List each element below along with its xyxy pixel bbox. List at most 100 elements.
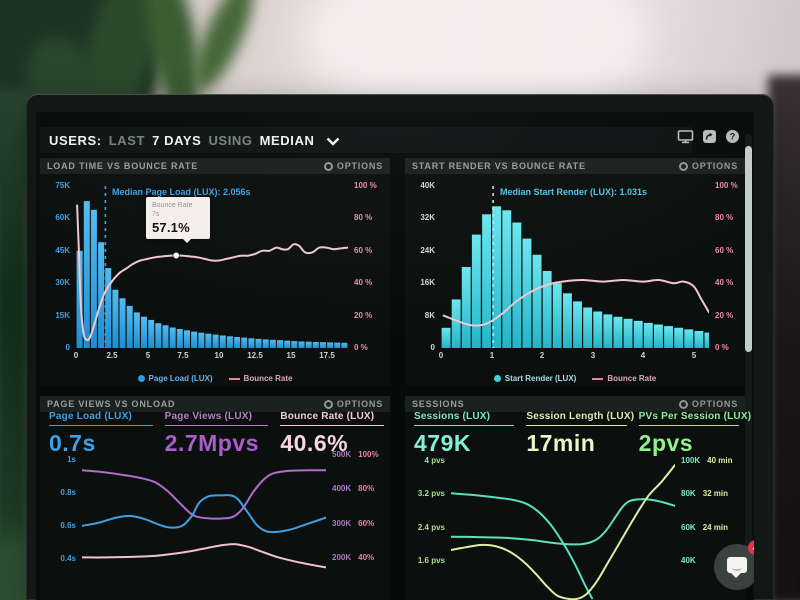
- chart-legend: Start Render (LUX) Bounce Rate: [405, 374, 745, 383]
- metric-label: Session Length (LUX): [526, 411, 634, 426]
- metrics-row: Page Load (LUX) 0.7s Page Views (LUX) 2.…: [49, 411, 385, 456]
- y-axis-tick: 0 %: [715, 343, 729, 352]
- legend-marker-icon: [228, 377, 240, 380]
- sessions-chart[interactable]: 1.6 pvs 2.4 pvs 3.2 pvs 4 pvs 40K 60K 24 min 80…: [405, 452, 745, 600]
- y-axis-tick: 0: [65, 343, 70, 352]
- x-axis-tick: 4: [640, 351, 646, 360]
- users-filter-dropdown[interactable]: USERS: LAST 7 DAYS USING MEDIAN: [40, 127, 692, 153]
- monitor-icon[interactable]: [677, 129, 694, 144]
- metric-sessions: Sessions (LUX) 479K: [414, 411, 515, 456]
- laptop-frame: USERS: LAST 7 DAYS USING MEDIAN: [26, 94, 774, 600]
- y-axis-tick: 0.8s: [60, 488, 76, 497]
- toolbar-icons: ?: [677, 129, 740, 144]
- gear-icon: [678, 399, 688, 409]
- metric-label: Page Views (LUX): [164, 411, 269, 426]
- scrollbar-track: [745, 134, 752, 586]
- chart-plot: [441, 186, 709, 348]
- y-axis-tick: 80K 32 min: [681, 489, 729, 498]
- y-axis-tick: 20 %: [715, 311, 734, 320]
- gear-icon: [323, 161, 333, 171]
- x-axis-tick: 0: [438, 351, 444, 360]
- panel-header: SESSIONS OPTIONS: [405, 396, 745, 412]
- y-axis-tick: 60K: [55, 213, 70, 222]
- svg-text:?: ?: [730, 132, 736, 142]
- options-label: OPTIONS: [691, 399, 738, 409]
- metric-value: 2pvs: [638, 430, 694, 456]
- y-axis-tick: 60 %: [715, 246, 734, 255]
- chart-legend: Page Load (LUX) Bounce Rate: [40, 374, 390, 383]
- y-axis-tick: 60 %: [354, 246, 373, 255]
- y-axis-tick: 40K: [681, 556, 696, 565]
- options-button[interactable]: OPTIONS: [678, 161, 738, 171]
- chat-button[interactable]: 4: [714, 540, 754, 590]
- y-axis-tick: 4 pvs: [424, 456, 445, 465]
- x-axis-tick: 1: [489, 351, 495, 360]
- panel-title: SESSIONS: [412, 399, 465, 409]
- legend-marker-icon: [493, 375, 501, 382]
- metric-page-load: Page Load (LUX) 0.7s: [49, 411, 153, 456]
- y-axis-tick: 80 %: [354, 213, 373, 222]
- panel-title: PAGE VIEWS VS ONLOAD: [47, 399, 176, 409]
- y-axis-tick: 8K: [424, 311, 435, 320]
- median-annotation: Median Page Load (LUX): 2.056s: [112, 187, 251, 197]
- y-axis-tick: 1s: [67, 455, 76, 464]
- y-axis-tick: 300K 60%: [332, 519, 375, 528]
- y-axis-tick: 0: [430, 343, 435, 352]
- y-axis-tick: 45K: [55, 246, 70, 255]
- last-label: LAST: [108, 132, 146, 148]
- y-axis-tick: 40 %: [715, 278, 734, 287]
- y-axis-tick: 3.2 pvs: [417, 489, 445, 498]
- using-label: USING: [208, 132, 253, 148]
- help-icon[interactable]: ?: [725, 129, 740, 144]
- legend-item: Page Load (LUX): [137, 374, 213, 383]
- y-axis-tick: 0 %: [354, 343, 368, 352]
- page-views-chart[interactable]: 0.4s 0.6s 0.8s 1s 200K 40% 300K 60% 400K 80% 500K 1…: [40, 451, 390, 600]
- scrollbar-thumb[interactable]: [745, 146, 752, 352]
- y-axis-tick: 100K 40 min: [681, 456, 733, 465]
- options-label: OPTIONS: [691, 161, 738, 171]
- gear-icon: [323, 399, 333, 409]
- x-axis-tick: 2.5: [106, 351, 118, 360]
- options-button[interactable]: OPTIONS: [323, 161, 383, 171]
- chart-plot: [82, 469, 326, 569]
- metric-session-length: Session Length (LUX) 17min: [526, 411, 634, 456]
- options-button[interactable]: OPTIONS: [323, 399, 383, 409]
- dashboard-screen: USERS: LAST 7 DAYS USING MEDIAN: [36, 112, 754, 600]
- metric-bounce-rate: Bounce Rate (LUX) 40.6%: [280, 411, 385, 456]
- y-axis-tick: 75K: [55, 181, 70, 190]
- legend-item: Bounce Rate: [592, 374, 656, 383]
- start-render-chart[interactable]: 0 8K 16K 24K 32K 40K 0 % 20 % 40 % 60 % 80 % 100 % 0…: [405, 176, 745, 386]
- metric-value: 40.6%: [280, 430, 349, 456]
- panel-page-views-vs-onload: PAGE VIEWS VS ONLOAD OPTIONS Page Load (…: [40, 396, 390, 600]
- y-axis-tick: 2.4 pvs: [417, 523, 445, 532]
- x-axis-tick: 7.5: [177, 351, 189, 360]
- chat-bubble-icon: [727, 557, 747, 578]
- x-axis-tick: 10: [214, 351, 224, 360]
- y-axis-tick: 0.6s: [60, 521, 76, 530]
- legend-marker-icon: [592, 377, 604, 380]
- panel-header: START RENDER VS BOUNCE RATE OPTIONS: [405, 158, 745, 174]
- chat-badge: 4: [748, 540, 754, 555]
- share-icon[interactable]: [702, 129, 717, 144]
- panel-title: LOAD TIME VS BOUNCE RATE: [47, 161, 199, 171]
- x-axis-tick: 0: [73, 351, 79, 360]
- y-axis-tick: 16K: [420, 278, 435, 287]
- metric-label: Page Load (LUX): [49, 411, 153, 426]
- y-axis-tick: 40K: [420, 181, 435, 190]
- median-annotation: Median Start Render (LUX): 1.031s: [500, 187, 648, 197]
- x-axis-tick: 12.5: [247, 351, 263, 360]
- metric-label: Sessions (LUX): [414, 411, 515, 426]
- y-axis-tick: 20 %: [354, 311, 373, 320]
- metric-value: 2.7Mpvs: [164, 430, 259, 456]
- load-time-chart[interactable]: 0 15K 30K 45K 60K 75K 0 % 20 % 40 % 60 % 80 % 100 %…: [40, 176, 390, 386]
- y-axis-tick: 1.6 pvs: [417, 556, 445, 565]
- options-button[interactable]: OPTIONS: [678, 399, 738, 409]
- chart-plot: [76, 186, 348, 348]
- x-axis-tick: 2: [539, 351, 545, 360]
- chevron-down-icon: [326, 137, 339, 146]
- panel-header: PAGE VIEWS VS ONLOAD OPTIONS: [40, 396, 390, 412]
- metric-label: MEDIAN: [259, 132, 315, 148]
- chart-tooltip: Bounce Rate 7s 57.1%: [146, 197, 210, 244]
- y-axis-tick: 30K: [55, 278, 70, 287]
- metric-label: PVs Per Session (LUX): [638, 411, 751, 426]
